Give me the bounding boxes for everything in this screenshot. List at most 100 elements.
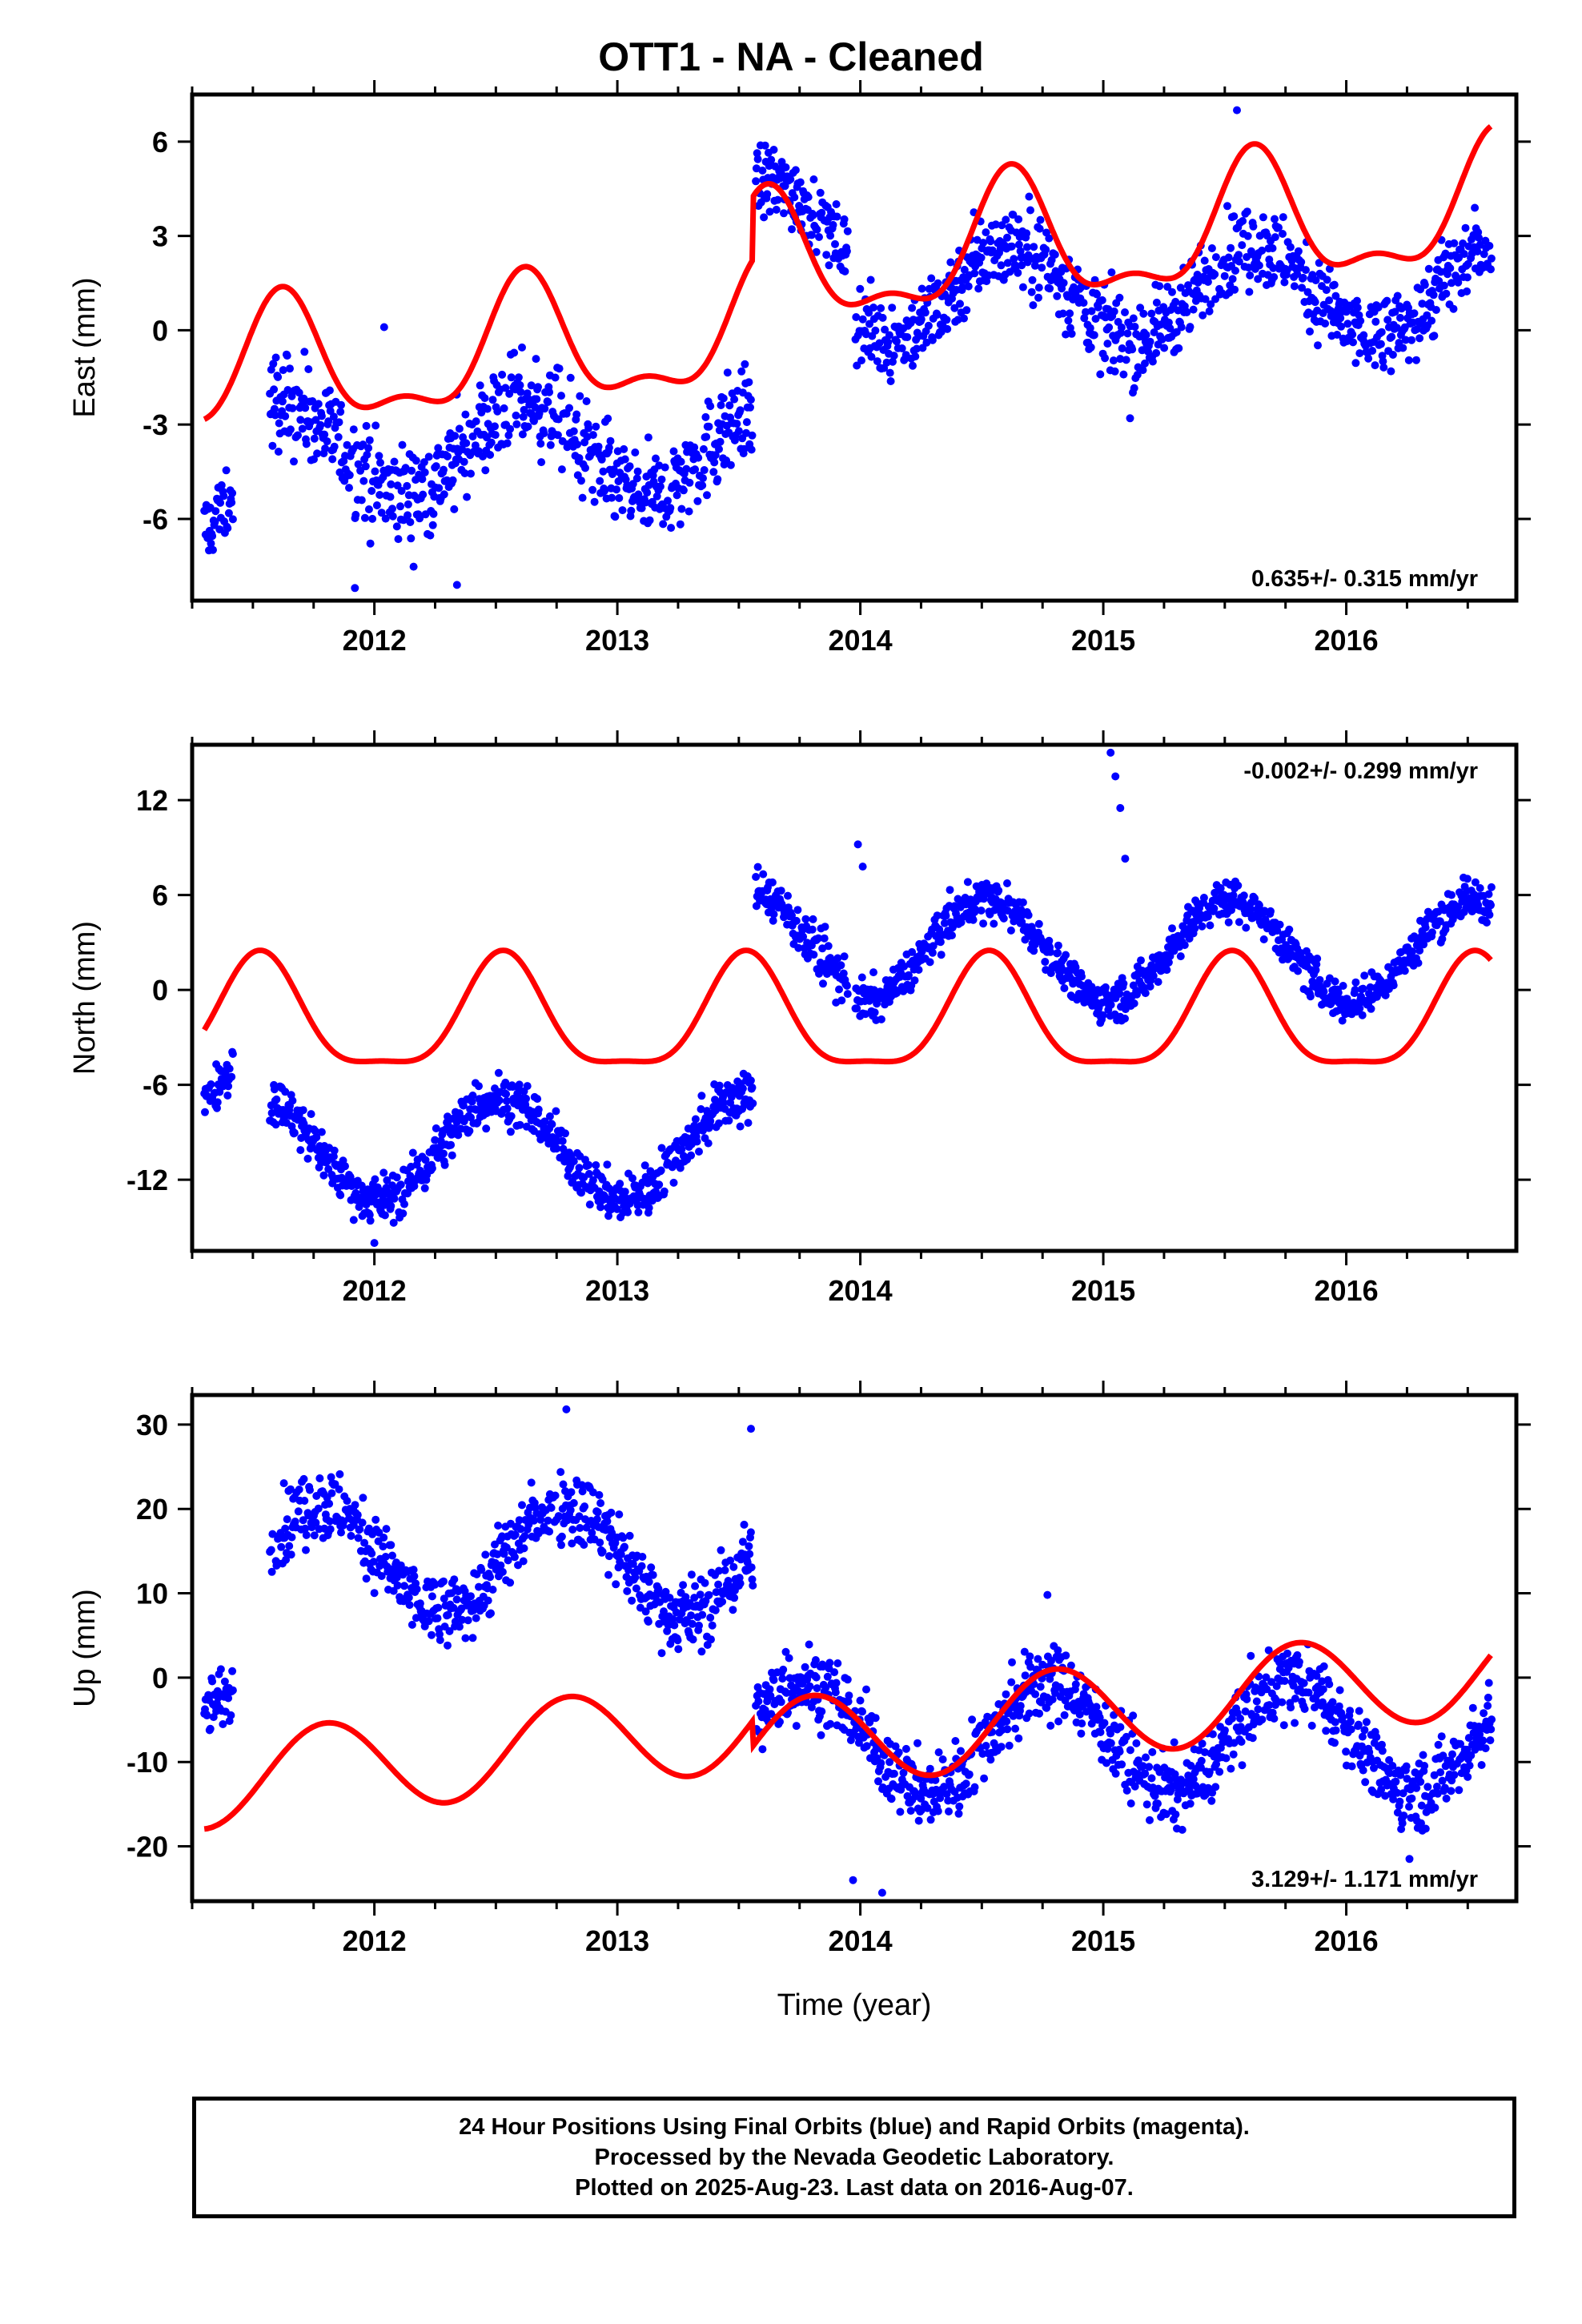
data-point (520, 1532, 529, 1541)
data-point (670, 1621, 679, 1630)
data-point (1224, 918, 1233, 927)
data-point (288, 1096, 297, 1105)
data-point (804, 193, 813, 202)
data-point (1018, 898, 1027, 907)
data-point (1115, 293, 1124, 302)
data-point (933, 911, 942, 920)
data-point (227, 1711, 235, 1719)
y-axis-title: East (mm) (68, 277, 102, 417)
data-point (1016, 247, 1025, 255)
data-point (637, 1562, 646, 1570)
data-point (1210, 904, 1219, 913)
data-point (970, 269, 979, 278)
data-point (747, 1563, 756, 1572)
data-point (1203, 912, 1212, 921)
data-point (1003, 907, 1012, 915)
data-point (801, 1663, 809, 1671)
data-point (502, 1096, 511, 1105)
data-point (781, 163, 790, 171)
data-point (1459, 239, 1468, 247)
data-point-outlier (1233, 106, 1241, 115)
y-tick-label: -6 (143, 503, 168, 536)
data-point (451, 432, 460, 440)
data-point (1439, 1751, 1447, 1760)
data-point (598, 1547, 607, 1556)
data-point (1047, 1656, 1055, 1665)
data-point (1239, 217, 1247, 225)
data-point (1337, 322, 1346, 331)
data-point (814, 934, 823, 943)
data-point (644, 1204, 653, 1212)
data-point (1381, 991, 1390, 999)
data-point (452, 1595, 461, 1604)
data-point (697, 1105, 705, 1113)
data-point (426, 531, 435, 540)
data-point (1430, 332, 1439, 340)
data-point (213, 1098, 222, 1107)
y-tick-label: 0 (152, 974, 168, 1007)
data-point (431, 1136, 440, 1144)
data-point (1412, 356, 1420, 364)
data-point (929, 942, 938, 951)
data-point (759, 870, 768, 879)
data-point (317, 1128, 326, 1136)
data-point (964, 282, 973, 291)
data-point (746, 396, 755, 404)
data-point (1471, 203, 1480, 212)
data-point (552, 1107, 560, 1116)
data-point (1401, 336, 1410, 344)
data-point (366, 539, 375, 548)
data-point (1142, 1800, 1151, 1809)
data-point (510, 1553, 519, 1562)
data-point (875, 339, 884, 348)
data-point (900, 962, 909, 971)
data-point (640, 1161, 649, 1170)
data-point (303, 1154, 312, 1163)
data-point (498, 370, 507, 379)
data-point (873, 357, 881, 366)
data-point (530, 1516, 538, 1525)
data-point (224, 1694, 233, 1703)
data-point (294, 1507, 303, 1516)
data-point (688, 1619, 697, 1628)
data-point (1071, 1680, 1080, 1689)
data-point (445, 1626, 454, 1635)
data-point (840, 215, 849, 223)
data-point (1290, 282, 1299, 291)
data-point (1269, 263, 1278, 272)
data-point (656, 482, 665, 491)
data-point (404, 500, 412, 509)
data-point (392, 522, 401, 531)
data-point (203, 1711, 211, 1720)
data-point (778, 1675, 787, 1683)
data-point (1102, 1759, 1110, 1767)
data-point (1096, 1728, 1105, 1736)
data-point (358, 1518, 367, 1527)
data-point (1231, 267, 1239, 275)
data-point (1325, 264, 1334, 273)
data-point (769, 916, 777, 925)
data-point (1142, 331, 1150, 340)
data-point (285, 1542, 294, 1550)
data-point (1370, 1763, 1378, 1772)
data-point (1424, 264, 1433, 273)
data-point (808, 925, 817, 934)
data-point (1165, 1775, 1174, 1784)
data-point (569, 1157, 578, 1166)
data-point (365, 1211, 374, 1219)
data-point (1211, 270, 1219, 279)
data-point (396, 502, 404, 511)
data-point (660, 1187, 669, 1196)
data-point (1174, 344, 1183, 352)
data-point (924, 321, 933, 330)
data-point (1387, 332, 1396, 341)
x-tick-label: 2012 (343, 624, 407, 657)
data-point (500, 1550, 508, 1558)
data-point (659, 520, 668, 529)
data-point (387, 1541, 396, 1550)
data-point (887, 1795, 896, 1803)
data-point (603, 1160, 612, 1169)
data-point (460, 457, 468, 466)
data-point (302, 1530, 311, 1539)
data-point (740, 1520, 749, 1529)
